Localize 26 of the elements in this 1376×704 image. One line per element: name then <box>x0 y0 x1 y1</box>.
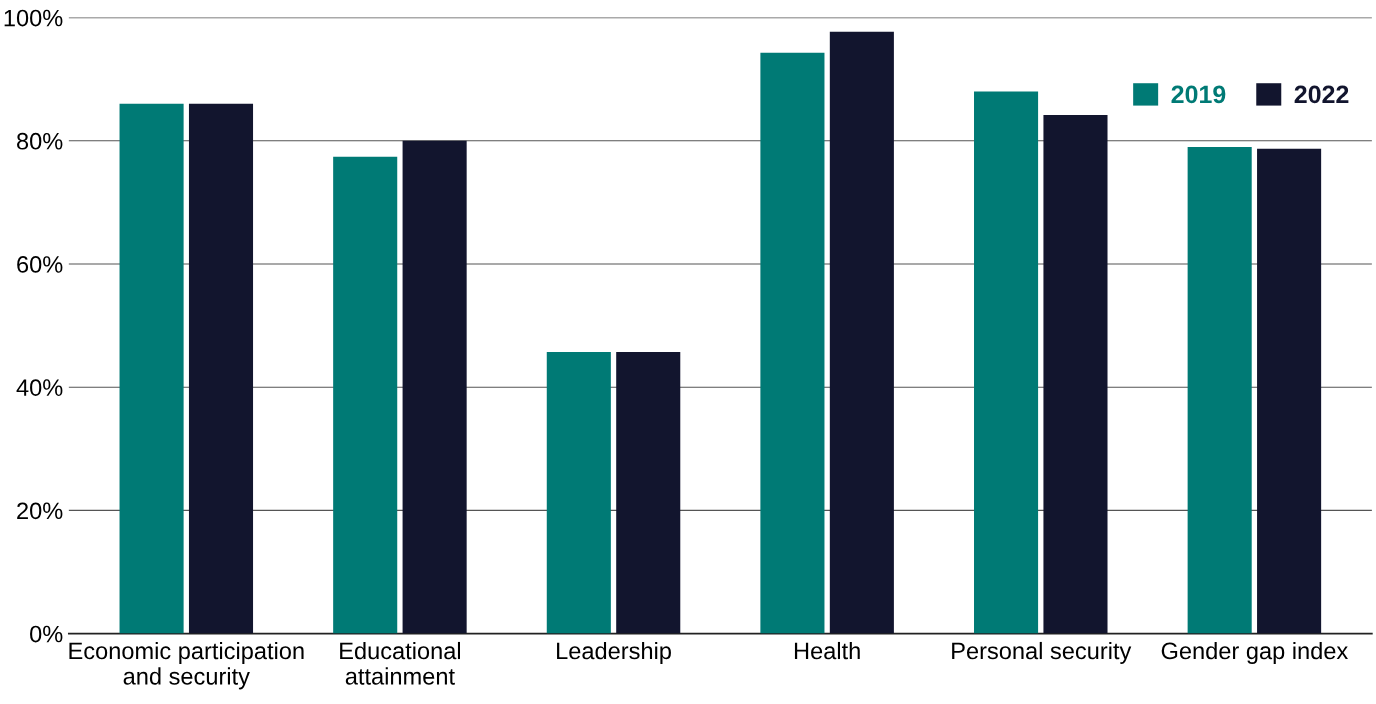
bar <box>1043 114 1108 634</box>
legend-label: 2019 <box>1171 85 1226 104</box>
x-tick-label: Economic participation and security <box>69 641 304 690</box>
bar <box>760 52 825 634</box>
bar <box>333 156 398 634</box>
bar <box>1257 148 1322 634</box>
y-tick-label: 80% <box>17 132 63 150</box>
y-tick-label: 20% <box>17 502 63 520</box>
x-tick-label: Gender gap index <box>1161 641 1348 664</box>
bar <box>402 140 467 634</box>
x-tick-label: Health <box>794 641 860 660</box>
bar <box>119 103 184 634</box>
bar <box>829 31 894 634</box>
y-tick-label: 40% <box>16 379 63 396</box>
y-tick-label: 100% <box>4 9 63 27</box>
bar <box>188 103 254 634</box>
bar <box>974 91 1039 634</box>
x-tick-label: Leadership <box>557 641 671 664</box>
x-tick-label: Personal security <box>952 641 1132 664</box>
x-tick-label: Educational attainment <box>340 641 461 685</box>
bar <box>546 352 611 634</box>
bar <box>1187 146 1252 634</box>
y-tick-label: 0% <box>30 625 63 643</box>
bar <box>616 352 681 634</box>
y-tick-label: 60% <box>17 256 63 273</box>
legend-label: 2022 <box>1294 85 1349 104</box>
